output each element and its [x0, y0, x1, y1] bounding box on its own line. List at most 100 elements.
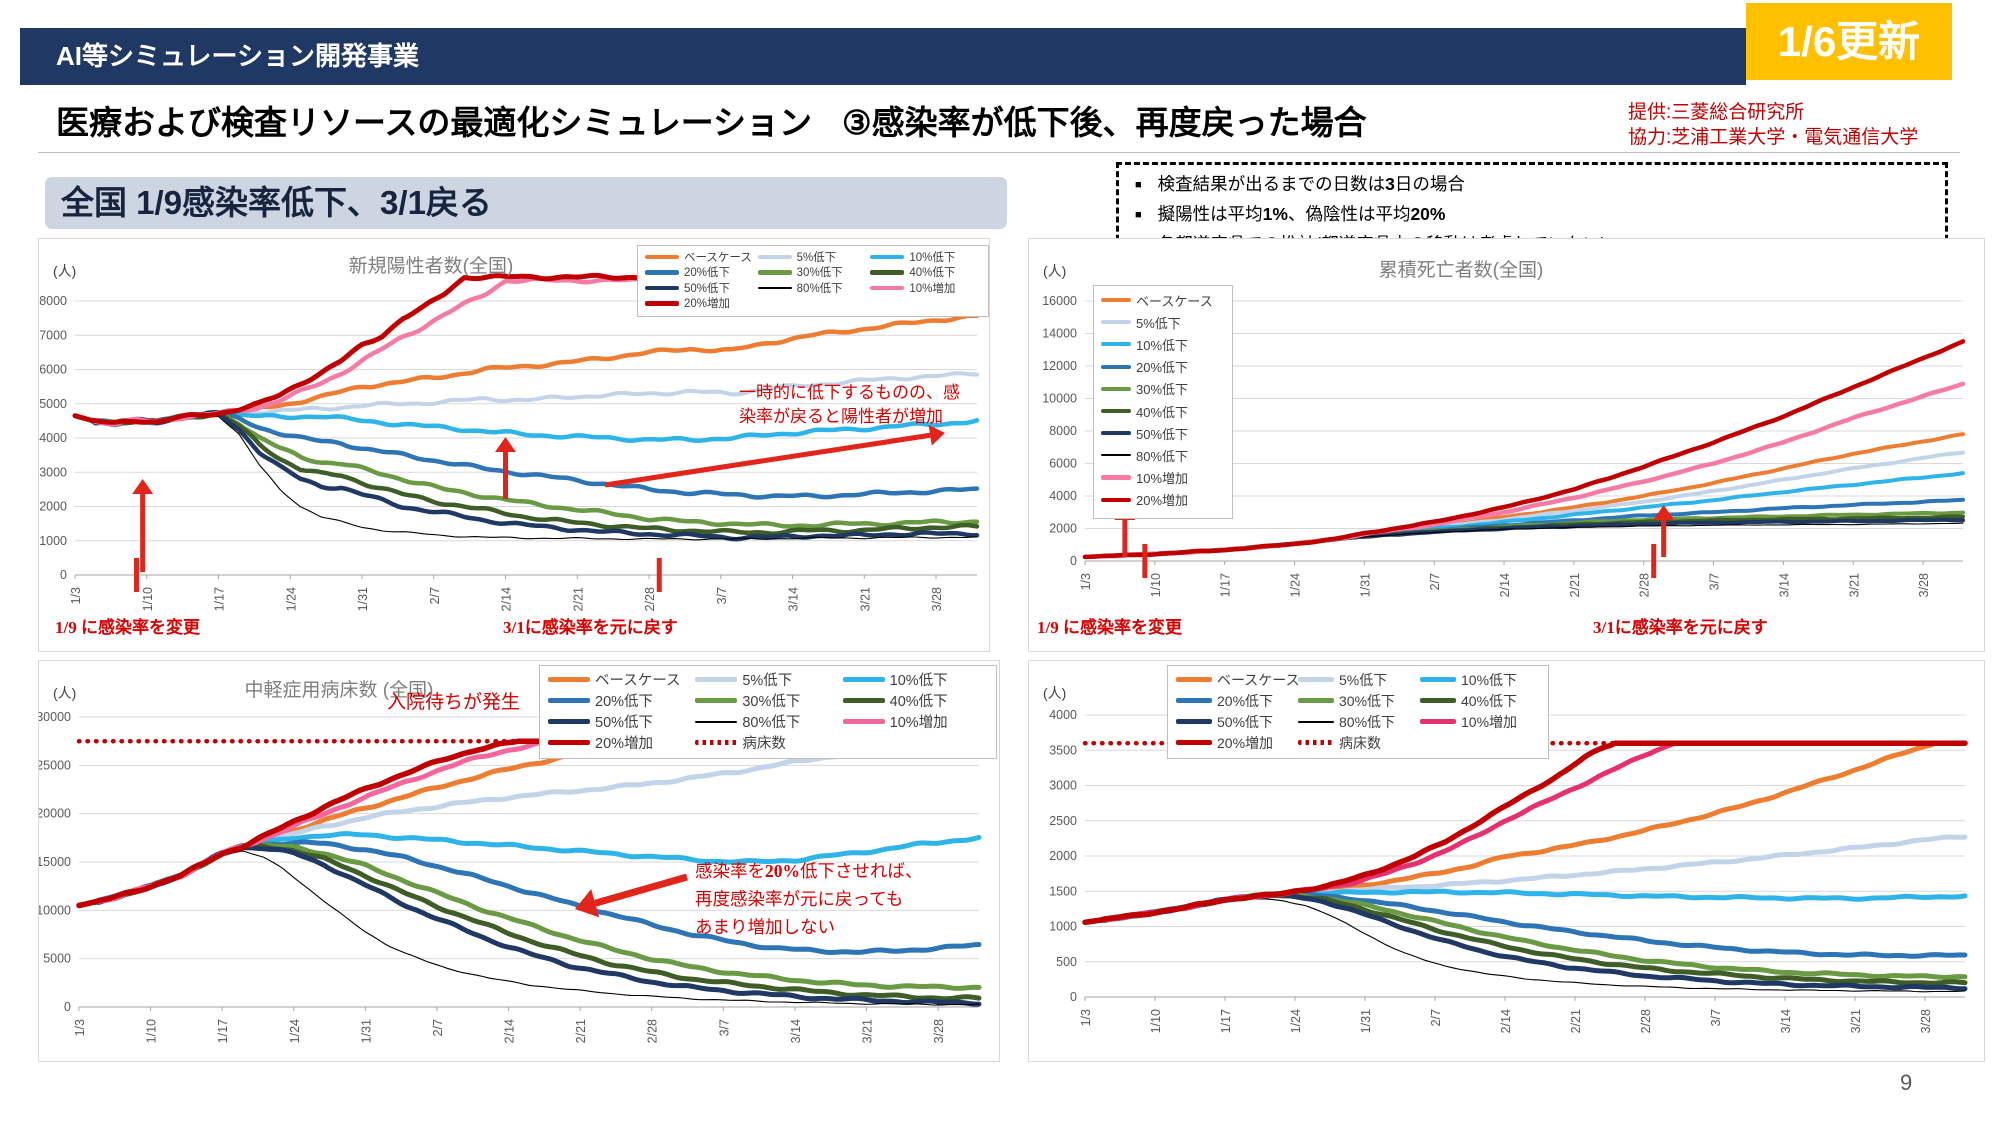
- x-tick-label: 2/28: [1639, 1009, 1653, 1033]
- x-tick-label: 2/28: [646, 1019, 660, 1043]
- legend-label: 20%低下: [595, 694, 654, 710]
- page-title: 医療および検査リソースの最適化シミュレーション ③感染率が低下後、再度戻った場合: [56, 96, 1367, 144]
- chart-legend: ベースケース 5%低下 10%低下 20%低下 30%低下 40%低下 50%低下 80%低下…: [539, 665, 997, 759]
- chart-panel-cumulative-deaths: 0 2000 4000 6000 8000 10000 12000 14000 16000 1/3…: [1028, 238, 1985, 652]
- x-tick-label: 3/28: [1917, 573, 1931, 597]
- legend-item-down80: 80%低下: [1298, 711, 1395, 732]
- y-tick-label: 5000: [43, 952, 71, 966]
- credits: 提供:三菱総合研究所 協力:芝浦工業大学・電気通信大学: [1628, 100, 1918, 150]
- legend-swatch-down40-line-icon: [870, 270, 905, 275]
- x-tick-label: 2/7: [1429, 1009, 1443, 1026]
- legend-swatch-down10-line-icon: [870, 254, 905, 259]
- x-tick-label: 1/3: [1079, 573, 1093, 590]
- legend-item-down80: 80%低下: [1101, 444, 1188, 466]
- legend-item-down10: 10%低下: [1101, 333, 1188, 355]
- legend-item-down30: 30%低下: [1101, 378, 1188, 400]
- x-tick-label: 1/31: [356, 587, 370, 611]
- series-line-up20: [1082, 339, 1966, 560]
- legend-label: 40%低下: [889, 694, 948, 710]
- series-line-down10: [1082, 888, 1968, 925]
- series-line-down80: [74, 415, 978, 541]
- legend-label: 50%低下: [595, 715, 654, 731]
- legend-label: 40%低下: [1136, 404, 1189, 420]
- y-tick-label: 14000: [1042, 327, 1077, 341]
- legend-swatch-down10-line-icon: [1101, 342, 1131, 347]
- legend-item-down20: 20%低下: [1176, 690, 1273, 711]
- legend-swatch-base-line-icon: [1101, 298, 1131, 303]
- x-tick-label: 1/24: [1289, 1009, 1303, 1033]
- chart-panel-mild-beds: 0 5000 10000 15000 20000 25000 30000 1/3 1/10 1/1…: [38, 660, 1000, 1062]
- legend-item-up20: 20%増加: [1101, 489, 1188, 511]
- y-tick-label: 8000: [1049, 424, 1077, 438]
- date-marker-tick: [656, 558, 662, 592]
- square-bullet-icon: ■: [1135, 179, 1142, 191]
- x-tick-label: 3/21: [858, 587, 872, 611]
- y-tick-label: 8000: [39, 294, 67, 308]
- y-tick-label: 6000: [39, 363, 67, 377]
- legend-swatch-base-line-icon: [645, 254, 679, 259]
- legend-swatch-down50-line-icon: [1176, 719, 1212, 724]
- y-tick-label: 16000: [1042, 294, 1077, 308]
- legend-swatch-down40-line-icon: [1420, 698, 1456, 703]
- legend-label: 30%低下: [742, 694, 801, 710]
- update-badge: 1/6更新: [1746, 3, 1952, 80]
- x-tick-label: 2/21: [1568, 573, 1582, 597]
- legend-item-up10: 10%増加: [842, 711, 948, 732]
- legend-item-up10: 10%増加: [1101, 467, 1188, 489]
- chart-legend: ベースケース 5%低下 10%低下 20%低下 30%低下 40%低下 50%低下 80%低下…: [637, 245, 989, 317]
- legend-label: 20%増加: [595, 736, 654, 752]
- title-main: 医療および検査リソースの最適化シミュレーション: [56, 104, 813, 141]
- legend-swatch-down20-line-icon: [645, 270, 679, 275]
- legend-item-down10: 10%低下: [842, 669, 948, 690]
- legend-label: 5%低下: [1136, 315, 1181, 331]
- x-tick-label: 1/3: [1079, 1009, 1093, 1026]
- chart-title: 中軽症用病床数 (全国): [244, 680, 434, 701]
- y-tick-label: 500: [1056, 955, 1077, 969]
- series-line-down30: [1082, 892, 1968, 980]
- legend-item-down5: 5%低下: [1298, 669, 1387, 690]
- legend-label: 10%低下: [909, 251, 956, 264]
- x-tick-label: 3/7: [717, 1019, 731, 1036]
- x-tick-label: 3/7: [1709, 1009, 1723, 1026]
- chart-panel-severe-beds: 0 500 1000 1500 2000 2500 3000 3500 4000 1/3 1/10 1…: [1028, 660, 1985, 1062]
- x-tick-label: 3/14: [787, 587, 801, 611]
- legend-label: 80%低下: [1339, 713, 1396, 730]
- legend-item-base: ベースケース: [1176, 669, 1300, 690]
- y-tick-label: 12000: [1042, 359, 1077, 373]
- y-tick-label: 15000: [39, 855, 71, 869]
- legend-label: 5%低下: [796, 251, 837, 264]
- legend-item-down5: 5%低下: [695, 669, 792, 690]
- legend-item-down5: 5%低下: [757, 249, 837, 265]
- legend-item-down10: 10%低下: [870, 249, 955, 265]
- x-tick-label: 2/21: [574, 1019, 588, 1043]
- legend-item-down40: 40%低下: [870, 265, 955, 281]
- x-tick-label: 3/21: [1849, 1009, 1863, 1033]
- x-tick-label: 1/3: [73, 1019, 87, 1036]
- chart-unit-label: (人): [1043, 263, 1067, 279]
- legend-swatch-down30-line-icon: [1101, 386, 1131, 391]
- x-tick-label: 1/17: [1219, 1009, 1233, 1033]
- legend-label: 80%低下: [796, 282, 843, 295]
- legend-label: 30%低下: [1136, 382, 1189, 398]
- x-tick-label: 3/28: [1919, 1009, 1933, 1033]
- page-number: 9: [1900, 1070, 1913, 1095]
- legend-item-down20: 20%低下: [1101, 356, 1188, 378]
- legend-swatch-up10-line-icon: [1101, 475, 1131, 480]
- legend-item-base: ベースケース: [548, 669, 681, 690]
- x-tick-label: 3/14: [1779, 1009, 1793, 1033]
- legend-label: 20%低下: [1136, 360, 1189, 376]
- legend-swatch-down10-line-icon: [842, 677, 885, 682]
- legend-swatch-down5-line-icon: [1298, 677, 1334, 682]
- legend-swatch-up20-line-icon: [1176, 739, 1212, 746]
- x-tick-label: 2/28: [643, 587, 657, 611]
- header-bar: AI等シミュレーション開発事業: [20, 28, 1746, 85]
- y-tick-label: 3000: [1049, 779, 1077, 793]
- legend-label: 20%低下: [1217, 692, 1274, 709]
- legend-swatch-up20-line-icon: [1101, 497, 1131, 503]
- y-tick-label: 0: [60, 568, 67, 582]
- y-tick-label: 1000: [39, 534, 67, 548]
- legend-label: 30%低下: [796, 267, 843, 280]
- legend-label: 5%低下: [742, 673, 793, 689]
- legend-item-down20: 20%低下: [645, 265, 730, 281]
- legend-item-capacity: 病床数: [1298, 732, 1381, 753]
